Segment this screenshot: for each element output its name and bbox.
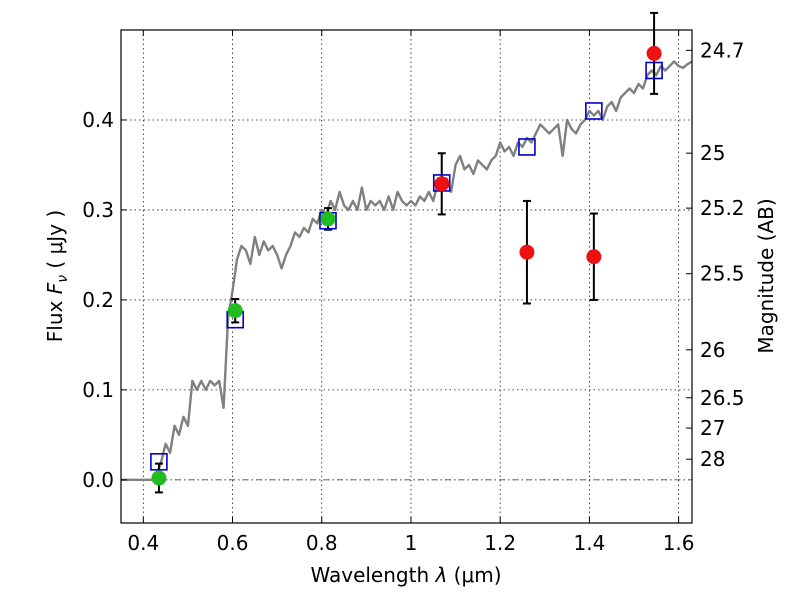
optical-data-point (227, 303, 243, 319)
nir-data-point (646, 45, 662, 61)
x-axis-label: Wavelength λ (μm) (310, 563, 501, 587)
y-tick-label: 0.3 (82, 198, 114, 222)
right-axis-ticks: 24.7 25 25.2 25.5 26 26.5 27 28 (686, 38, 745, 471)
x-tick-label: 0.6 (217, 531, 249, 555)
right-tick-label: 25.2 (700, 196, 745, 220)
nir-data-point (586, 249, 602, 265)
x-tick-label: 1.6 (663, 531, 695, 555)
data-markers (150, 45, 663, 486)
right-tick-label: 24.7 (700, 38, 745, 62)
x-tick-label: 1.4 (573, 531, 605, 555)
x-tick-label: 0.8 (306, 531, 338, 555)
optical-data-point (320, 211, 336, 227)
nir-data-point (434, 176, 450, 192)
x-tick-label: 0.4 (127, 531, 159, 555)
right-axis-label: Magnitude (AB) (754, 198, 778, 353)
y-tick-label: 0.2 (82, 288, 114, 312)
right-tick-label: 27 (700, 416, 725, 440)
model-photometry-square (150, 453, 168, 471)
model-photometry-square (518, 138, 536, 156)
y-tick-label: 0.1 (82, 378, 114, 402)
y-axis-label: Flux Fν ( μJy ) (43, 210, 71, 342)
right-tick-label: 25.5 (700, 262, 745, 286)
right-tick-label: 26.5 (700, 386, 745, 410)
y-axis-ticks: 0.0 0.1 0.2 0.3 0.4 (82, 108, 127, 492)
right-tick-label: 26 (700, 338, 725, 362)
x-axis-ticks: 0.4 0.6 0.8 1 1.2 1.4 1.6 (127, 30, 695, 555)
model-photometry-square (585, 102, 603, 120)
nir-data-point (519, 244, 535, 260)
right-tick-label: 28 (700, 447, 725, 471)
y-tick-label: 0.4 (82, 108, 114, 132)
right-tick-label: 25 (700, 141, 725, 165)
plot-frame (120, 29, 693, 524)
x-tick-label: 1 (405, 531, 418, 555)
optical-data-point (151, 470, 167, 486)
y-tick-label: 0.0 (82, 468, 114, 492)
x-tick-label: 1.2 (484, 531, 516, 555)
model-photometry-square (645, 61, 663, 80)
